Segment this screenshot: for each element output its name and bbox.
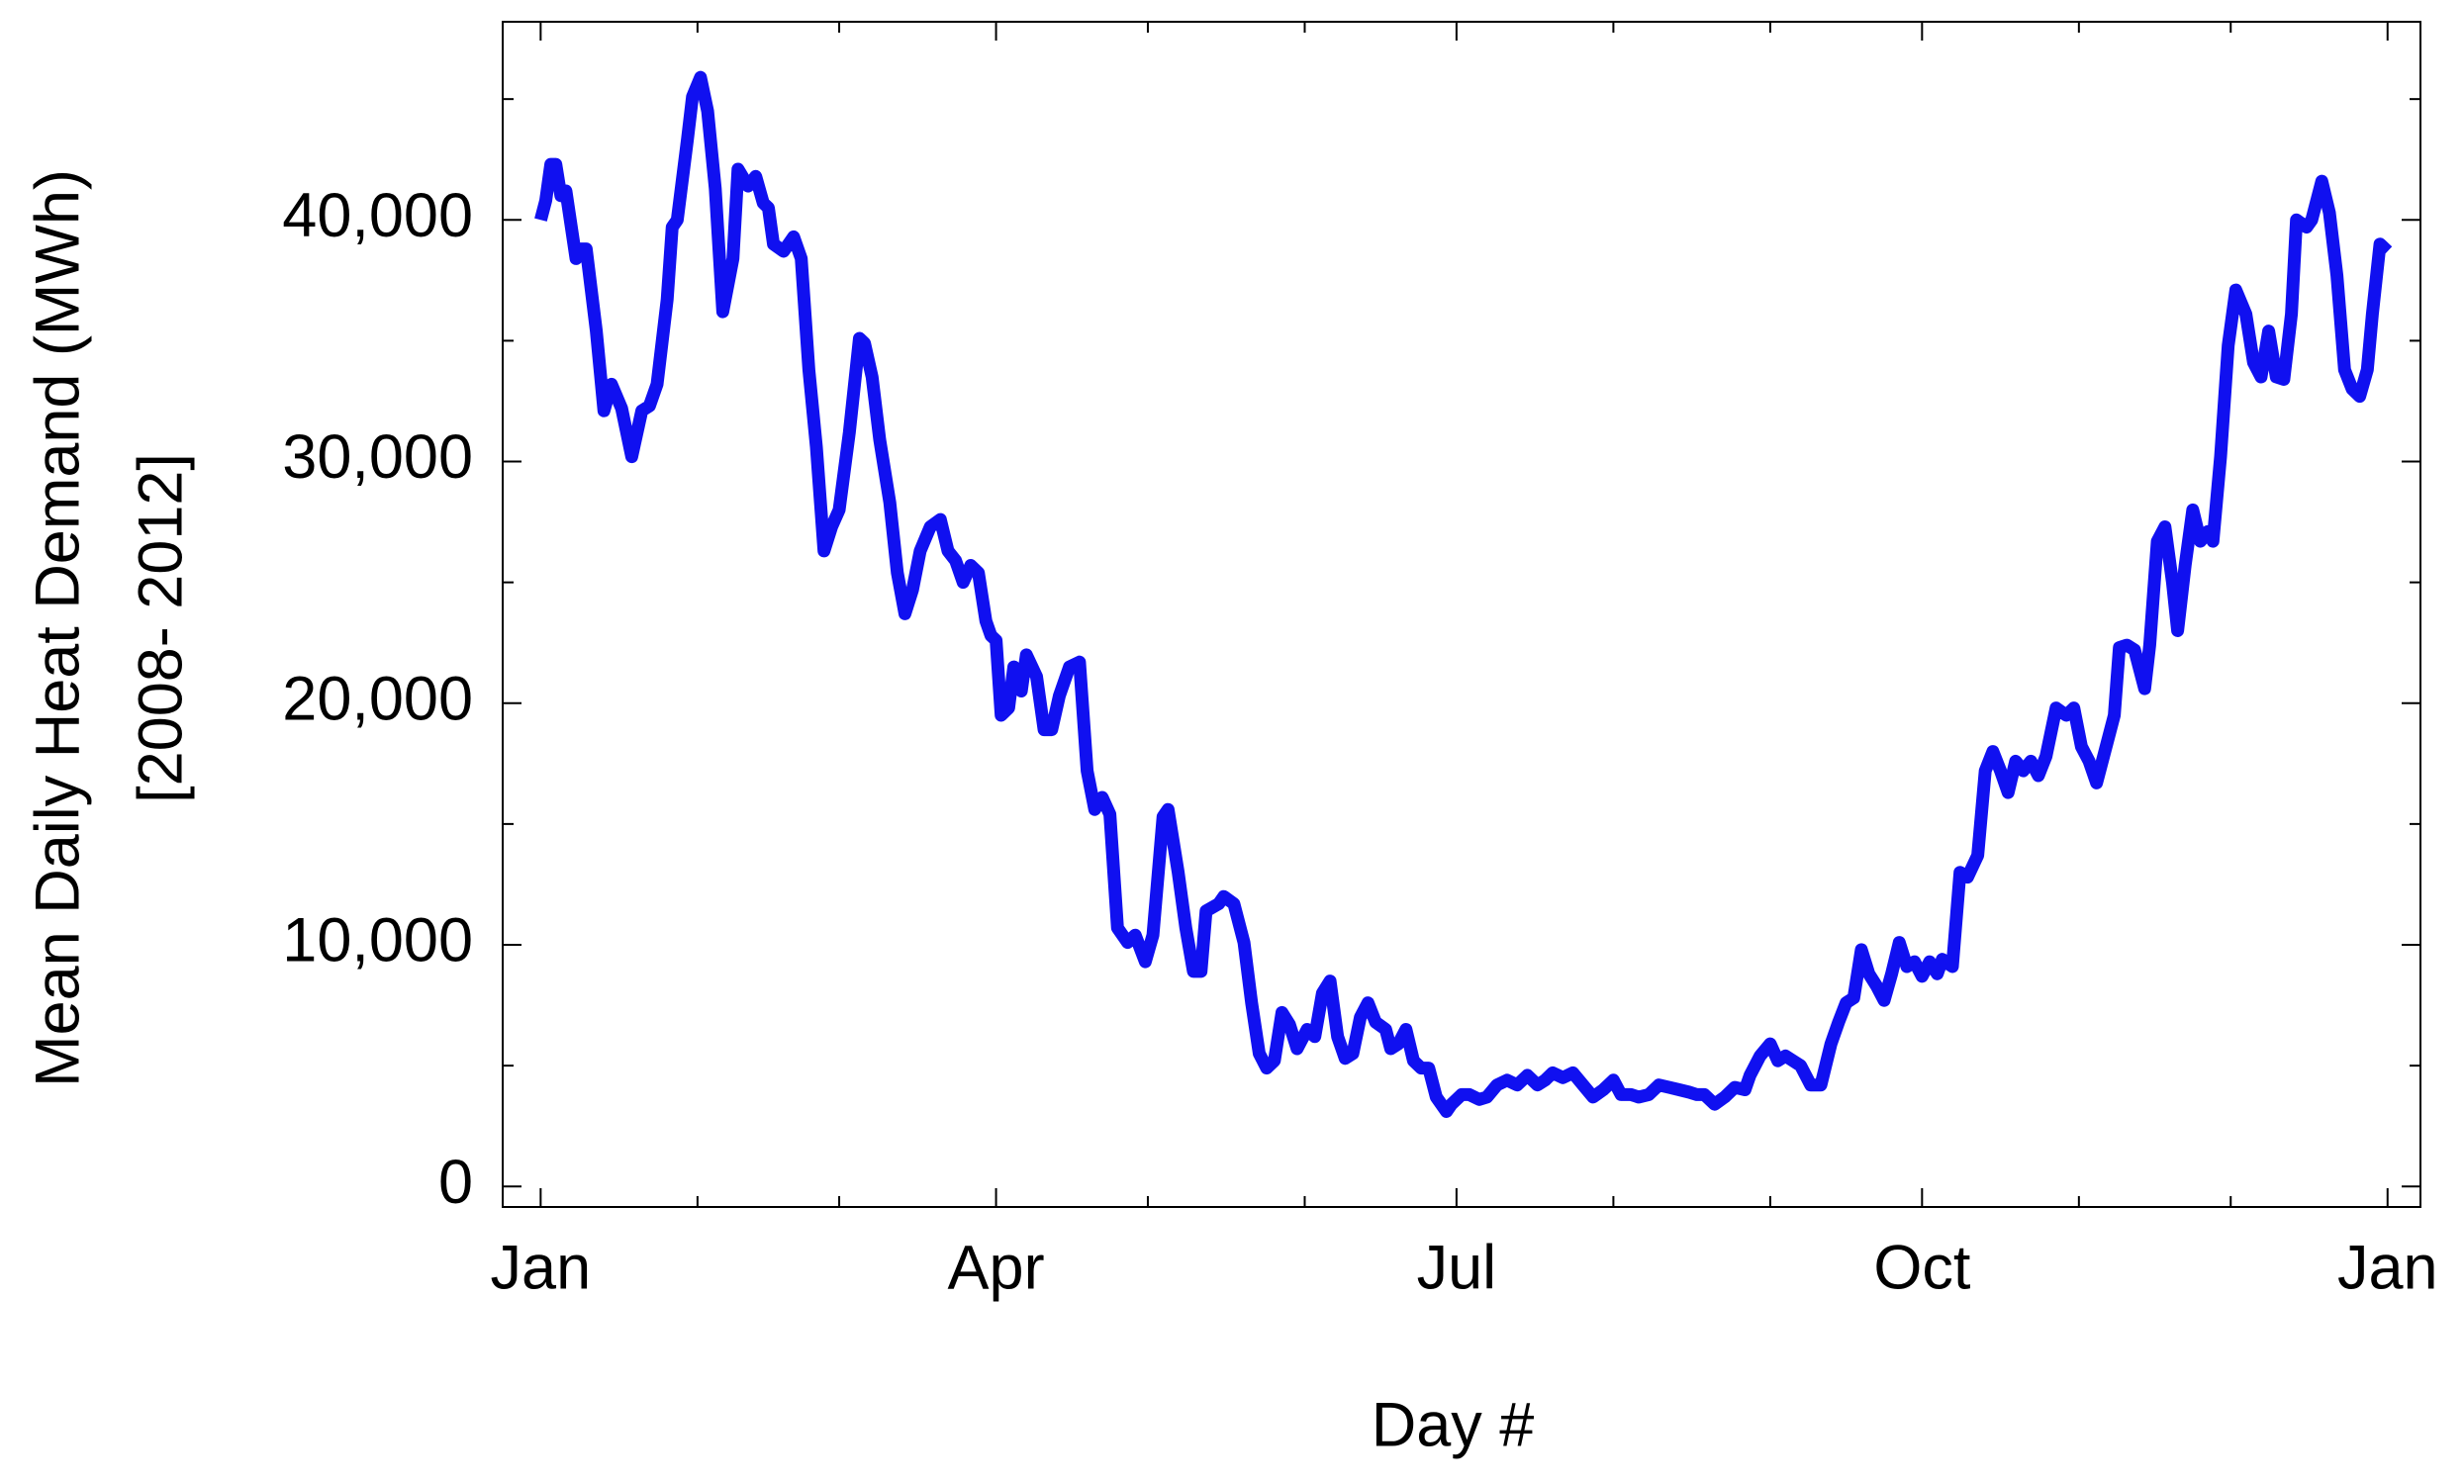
x-axis-title: Day # xyxy=(1372,1391,1535,1460)
y-tick-label: 0 xyxy=(438,1148,473,1217)
y-axis-title: [2008- 2012] xyxy=(127,453,196,803)
y-tick-label: 20,000 xyxy=(282,664,473,733)
plot-frame xyxy=(502,21,2421,1208)
x-tick-label: Apr xyxy=(948,1234,1045,1303)
x-tick-label: Jan xyxy=(491,1234,592,1303)
x-tick-label: Jul xyxy=(1417,1234,1497,1303)
x-tick-label: Jan xyxy=(2337,1234,2438,1303)
data-line xyxy=(534,70,2393,1118)
x-tick-label: Oct xyxy=(1873,1234,1971,1303)
y-axis-title: Mean Daily Heat Demand (MWh) xyxy=(24,169,93,1087)
y-tick-label: 10,000 xyxy=(282,906,473,975)
y-tick-label: 40,000 xyxy=(282,181,473,250)
y-tick-label: 30,000 xyxy=(282,422,473,492)
